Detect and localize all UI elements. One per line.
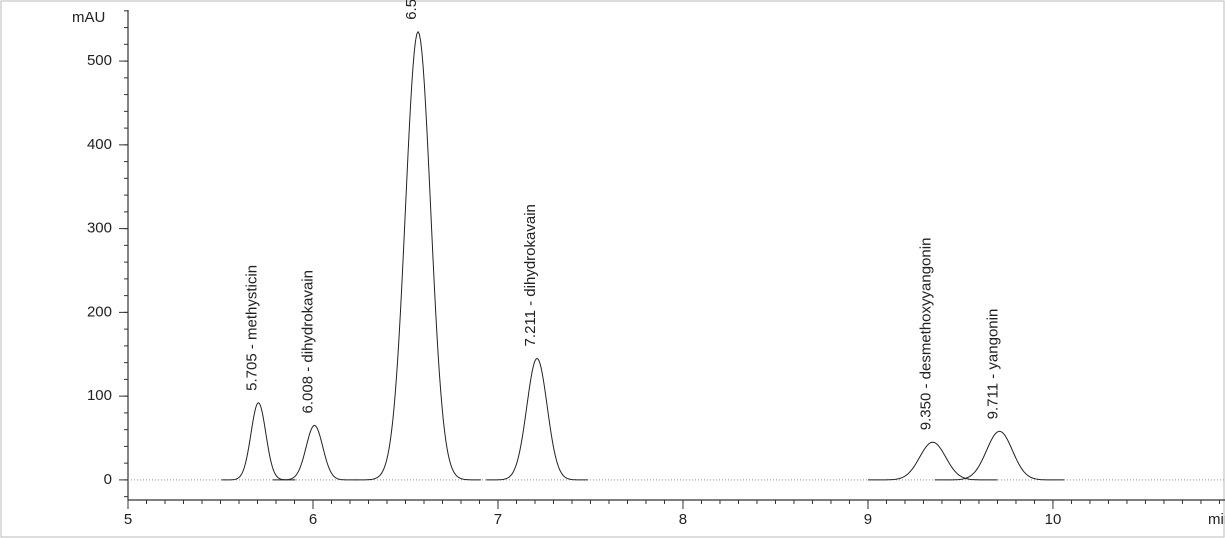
y-axis-label: mAU [72, 9, 105, 26]
peak [355, 30, 481, 481]
peak [486, 357, 588, 481]
y-tick-label: 300 [87, 220, 112, 237]
x-tick-label: 7 [494, 511, 502, 528]
peak-label: 6.568 - kavain [403, 0, 420, 20]
peak [272, 424, 357, 481]
y-tick-label: 0 [104, 471, 112, 488]
x-tick-label: 8 [679, 511, 687, 528]
x-tick-label: 10 [1045, 511, 1062, 528]
peak-label: 5.705 - methysticin [243, 265, 260, 391]
peak [934, 430, 1065, 481]
peak [221, 402, 296, 481]
peak-label: 7.211 - dihydrokavain [522, 204, 539, 346]
peak-label: 9.350 - desmethoxyyangonin [918, 238, 935, 431]
x-axis-label: min [1208, 511, 1225, 528]
peak [867, 441, 998, 481]
y-tick-label: 400 [87, 136, 112, 153]
x-tick-label: 9 [864, 511, 872, 528]
y-tick-label: 200 [87, 303, 112, 320]
y-tick-label: 100 [87, 387, 112, 404]
x-tick-label: 5 [124, 511, 132, 528]
peak-label: 9.711 - yangonin [984, 309, 1001, 420]
x-tick-label: 6 [309, 511, 317, 528]
peak-label: 6.008 - dihydrokavain [299, 270, 316, 413]
y-tick-label: 500 [87, 52, 112, 69]
